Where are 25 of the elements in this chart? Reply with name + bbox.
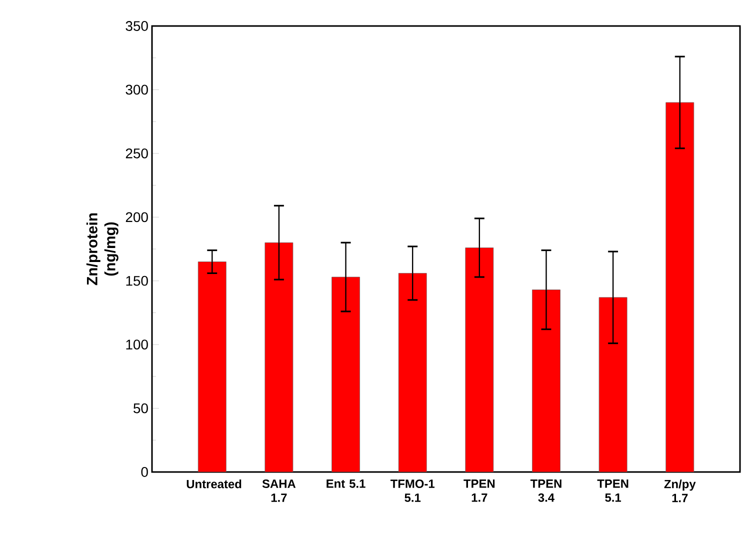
x-tick-label: TPEN 5.1 — [597, 480, 628, 502]
y-axis-title: Zn/protein (ng/mg) — [86, 213, 118, 286]
bar — [465, 248, 494, 472]
bar — [264, 242, 294, 472]
y-tick-label: 0 — [141, 467, 148, 477]
bar — [598, 297, 628, 472]
y-tick-label: 350 — [126, 21, 148, 31]
x-tick-label: SAHA 1.7 — [262, 480, 296, 502]
y-tick-label: 200 — [126, 212, 148, 222]
bar — [198, 262, 226, 472]
y-tick-label: 250 — [126, 148, 148, 158]
x-tick-label: TPEN 3.4 — [530, 480, 562, 502]
x-tick-label: Zn/py 1.7 — [664, 480, 696, 502]
x-tick-label: Untreated — [186, 480, 242, 488]
y-tick-label: 50 — [134, 403, 148, 414]
bar — [532, 290, 560, 472]
y-tick-label: 150 — [126, 276, 148, 286]
y-tick-label: 300 — [126, 84, 148, 95]
bar — [666, 102, 694, 472]
bar — [398, 273, 427, 472]
y-tick-label: 100 — [126, 340, 148, 350]
x-tick-label: TFMO-1 5.1 — [390, 480, 435, 502]
bar — [332, 276, 360, 472]
x-tick-label: TPEN 1.7 — [464, 480, 495, 502]
x-tick-label: Ent 5.1 — [326, 480, 366, 488]
